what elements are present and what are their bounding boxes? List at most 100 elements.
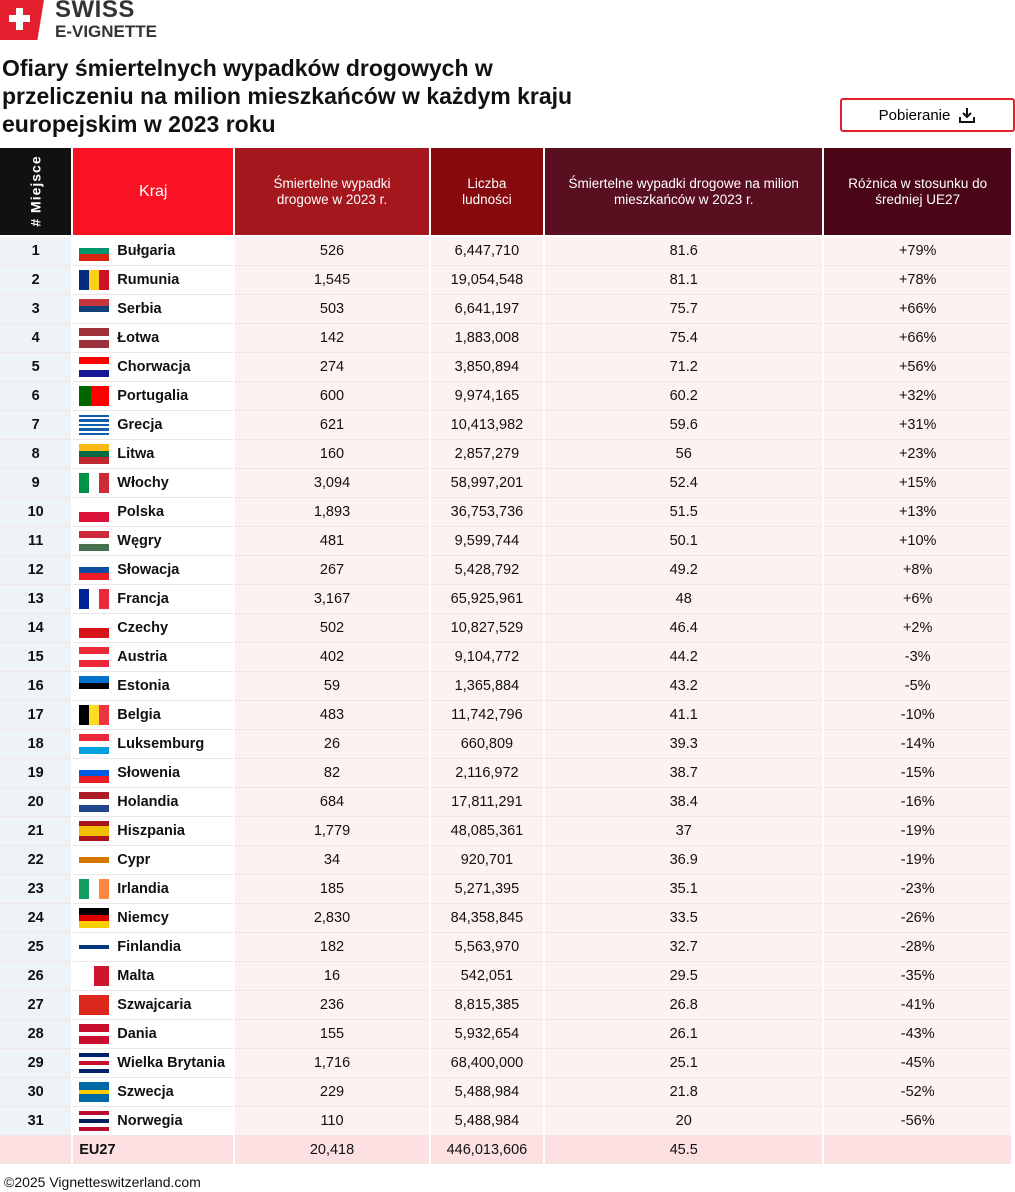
population-cell: 65,925,961 [430,585,544,614]
rate-cell: 39.3 [545,730,823,759]
rank-cell: 30 [0,1078,72,1107]
rank-cell: 28 [0,1020,72,1049]
rate-cell: 41.1 [545,701,823,730]
flag-icon [79,560,110,580]
country-cell: Litwa [73,440,234,469]
deaths-cell: 82 [235,759,429,788]
country-cell: Słowenia [73,759,234,788]
country-cell: EU27 [73,1136,234,1164]
diff-cell: +31% [824,411,1011,440]
rank-cell: 25 [0,933,72,962]
diff-cell: +15% [824,469,1011,498]
country-cell: Rumunia [73,266,234,295]
population-cell: 446,013,606 [430,1136,544,1164]
diff-cell: +8% [824,556,1011,585]
population-cell: 9,104,772 [430,643,544,672]
country-name: Holandia [117,793,179,810]
download-button[interactable]: Pobieranie [840,98,1015,132]
country-cell: Portugalia [73,382,234,411]
logo: SWISS E-VIGNETTE [0,0,157,40]
country-name: Francja [117,590,169,607]
diff-cell: -19% [824,846,1011,875]
flag-icon [79,647,110,667]
rank-cell: 21 [0,817,72,846]
rate-cell: 36.9 [545,846,823,875]
rate-cell: 35.1 [545,875,823,904]
country-cell: Luksemburg [73,730,234,759]
diff-cell: -35% [824,962,1011,991]
table-row: 29 Wielka Brytania 1,716 68,400,000 25.1 -45% [0,1049,1011,1078]
rate-cell: 45.5 [545,1136,823,1164]
rate-cell: 56 [545,440,823,469]
population-cell: 5,271,395 [430,875,544,904]
flag-icon [79,966,110,986]
deaths-cell: 1,893 [235,498,429,527]
population-cell: 68,400,000 [430,1049,544,1078]
deaths-cell: 20,418 [235,1136,429,1164]
population-cell: 17,811,291 [430,788,544,817]
diff-cell: +78% [824,266,1011,295]
flag-icon [79,502,110,522]
country-cell: Słowacja [73,556,234,585]
rank-cell: 2 [0,266,72,295]
population-cell: 542,051 [430,962,544,991]
flag-icon [79,357,110,377]
population-cell: 3,850,894 [430,353,544,382]
rate-cell: 49.2 [545,556,823,585]
population-cell: 2,857,279 [430,440,544,469]
flag-icon [79,676,110,696]
table-row: 28 Dania 155 5,932,654 26.1 -43% [0,1020,1011,1049]
flag-icon [79,473,110,493]
table-row: 22 Cypr 34 920,701 36.9 -19% [0,846,1011,875]
country-name: Bułgaria [117,242,176,259]
diff-cell: -28% [824,933,1011,962]
rate-cell: 46.4 [545,614,823,643]
country-name: Niemcy [117,909,169,926]
deaths-cell: 526 [235,237,429,266]
deaths-cell: 2,830 [235,904,429,933]
table-row: 20 Holandia 684 17,811,291 38.4 -16% [0,788,1011,817]
population-cell: 58,997,201 [430,469,544,498]
country-cell: Szwajcaria [73,991,234,1020]
population-cell: 1,883,008 [430,324,544,353]
flag-icon [79,386,110,406]
table-row: 10 Polska 1,893 36,753,736 51.5 +13% [0,498,1011,527]
table-row: 30 Szwecja 229 5,488,984 21.8 -52% [0,1078,1011,1107]
table-row: 9 Włochy 3,094 58,997,201 52.4 +15% [0,469,1011,498]
fatalities-table: # Miejsce Kraj Śmiertelne wypadki drogowe … [0,148,1013,1164]
country-name: Węgry [117,532,162,549]
country-name: Hiszpania [117,822,185,839]
rank-cell: 13 [0,585,72,614]
rank-cell: 7 [0,411,72,440]
population-cell: 6,447,710 [430,237,544,266]
country-name: Włochy [117,474,169,491]
flag-icon [79,1082,110,1102]
flag-icon [79,241,110,261]
country-cell: Wielka Brytania [73,1049,234,1078]
download-icon [959,108,976,123]
deaths-cell: 110 [235,1107,429,1136]
country-name: Polska [117,503,165,520]
diff-cell: +79% [824,237,1011,266]
diff-cell: -56% [824,1107,1011,1136]
table-row: 18 Luksemburg 26 660,809 39.3 -14% [0,730,1011,759]
table-row: 12 Słowacja 267 5,428,792 49.2 +8% [0,556,1011,585]
flag-icon [79,1053,110,1073]
diff-cell: -26% [824,904,1011,933]
table-row: 1 Bułgaria 526 6,447,710 81.6 +79% [0,237,1011,266]
population-cell: 660,809 [430,730,544,759]
country-name: Słowenia [117,764,181,781]
table-row: 26 Malta 16 542,051 29.5 -35% [0,962,1011,991]
population-cell: 5,428,792 [430,556,544,585]
flag-icon [79,531,110,551]
rate-cell: 38.7 [545,759,823,788]
rate-cell: 43.2 [545,672,823,701]
rank-cell: 4 [0,324,72,353]
country-cell: Grecja [73,411,234,440]
country-name: Cypr [117,851,151,868]
diff-cell: -19% [824,817,1011,846]
table-row: 14 Czechy 502 10,827,529 46.4 +2% [0,614,1011,643]
rank-cell: 29 [0,1049,72,1078]
deaths-cell: 1,545 [235,266,429,295]
table-row: 15 Austria 402 9,104,772 44.2 -3% [0,643,1011,672]
